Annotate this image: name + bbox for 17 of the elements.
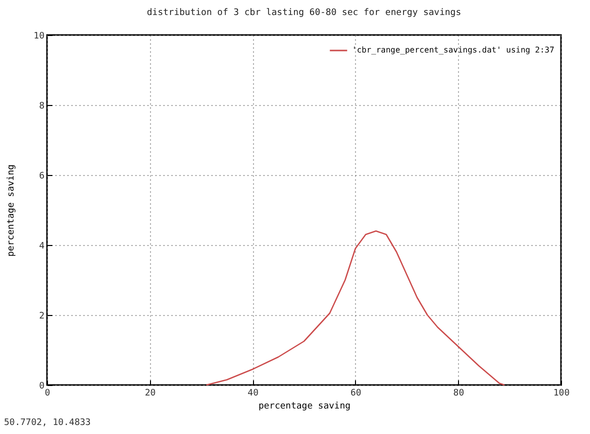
y-tick-label: 6 xyxy=(39,172,44,182)
chart-title: distribution of 3 cbr lasting 60-80 sec for energy savings xyxy=(146,8,462,18)
x-tick-label: 80 xyxy=(453,388,464,398)
x-axis-title: percentage saving xyxy=(258,402,351,412)
x-tick-label: 40 xyxy=(248,388,259,398)
x-tick-label: 100 xyxy=(553,388,570,398)
x-tick-label: 20 xyxy=(144,388,156,398)
text: 50.7702, 10.4833 xyxy=(4,418,91,428)
y-tick-label: 0 xyxy=(39,382,44,392)
line-series xyxy=(206,230,506,386)
y-tick-label: 2 xyxy=(39,312,44,322)
y-axis-title: percentage saving xyxy=(6,164,17,257)
y-tick-label: 8 xyxy=(39,102,44,112)
x-tick-label: 60 xyxy=(350,388,362,398)
legend-label: 'cbr_range_percent_savings.dat' using 2:37 xyxy=(352,46,554,54)
y-tick-label: 4 xyxy=(39,242,44,252)
y-tick-label: 10 xyxy=(34,32,44,42)
